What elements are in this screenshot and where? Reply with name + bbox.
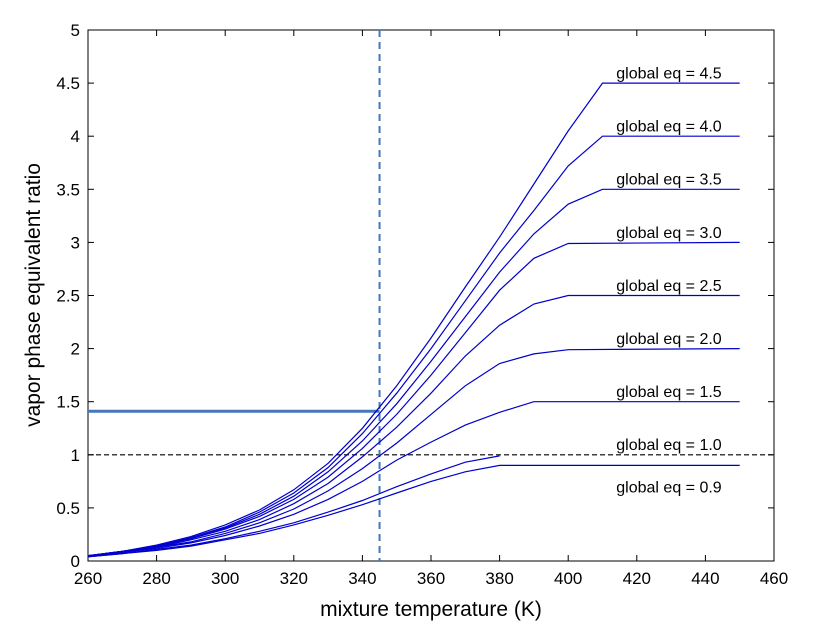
series-label: global eq = 3.0 bbox=[616, 225, 722, 242]
series-label: global eq = 2.5 bbox=[616, 278, 722, 295]
y-tick-label: 4.5 bbox=[56, 74, 80, 93]
series-lines bbox=[87, 82, 740, 558]
series-label: global eq = 3.5 bbox=[616, 172, 722, 189]
series-label: global eq = 0.9 bbox=[616, 480, 722, 497]
y-tick-label: 2.5 bbox=[56, 287, 80, 306]
y-tick-label: 5 bbox=[71, 21, 80, 40]
y-tick-label: 1.5 bbox=[56, 393, 80, 412]
y-tick-label: 3 bbox=[71, 233, 80, 252]
x-tick-label: 280 bbox=[142, 569, 170, 588]
y-tick-label: 2 bbox=[71, 340, 80, 359]
x-tick-label: 380 bbox=[485, 569, 513, 588]
x-tick-label: 320 bbox=[280, 569, 308, 588]
series-label: global eq = 2.0 bbox=[616, 331, 722, 348]
ticks bbox=[87, 29, 775, 562]
x-tick-label: 260 bbox=[74, 569, 102, 588]
y-tick-label: 0.5 bbox=[56, 499, 80, 518]
y-axis-label: vapor phase equivalent ratio bbox=[22, 163, 45, 427]
series-line bbox=[87, 188, 740, 557]
series-line bbox=[87, 401, 740, 557]
x-tick-label: 340 bbox=[348, 569, 376, 588]
y-tick-label: 3.5 bbox=[56, 180, 80, 199]
tick-labels: 260 280 300 320 340 360 380 400 420 440 460 0 0.5 1 1.… bbox=[56, 21, 788, 588]
y-tick-label: 4 bbox=[71, 127, 80, 146]
series-label: global eq = 4.5 bbox=[616, 65, 722, 82]
series-line bbox=[87, 348, 740, 557]
series-line bbox=[87, 135, 740, 557]
x-tick-label: 420 bbox=[623, 569, 651, 588]
series-line bbox=[87, 455, 500, 558]
series-line bbox=[87, 464, 740, 558]
series-line bbox=[87, 82, 740, 557]
x-tick-label: 460 bbox=[760, 569, 788, 588]
series-label: global eq = 4.0 bbox=[616, 119, 722, 136]
reference-lines bbox=[88, 30, 774, 561]
series-labels: global eq = 4.5 global eq = 4.0 global eq … bbox=[616, 65, 722, 496]
x-tick-label: 440 bbox=[691, 569, 719, 588]
y-tick-label: 0 bbox=[71, 552, 80, 571]
series-line bbox=[87, 294, 740, 557]
x-axis-label: mixture temperature (K) bbox=[320, 598, 542, 621]
y-tick-label: 1 bbox=[71, 446, 80, 465]
series-label: global eq = 1.5 bbox=[616, 384, 722, 401]
series-line bbox=[87, 241, 740, 557]
series-label: global eq = 1.0 bbox=[616, 437, 722, 454]
x-tick-label: 400 bbox=[554, 569, 582, 588]
x-tick-label: 360 bbox=[417, 569, 445, 588]
x-tick-label: 300 bbox=[211, 569, 239, 588]
